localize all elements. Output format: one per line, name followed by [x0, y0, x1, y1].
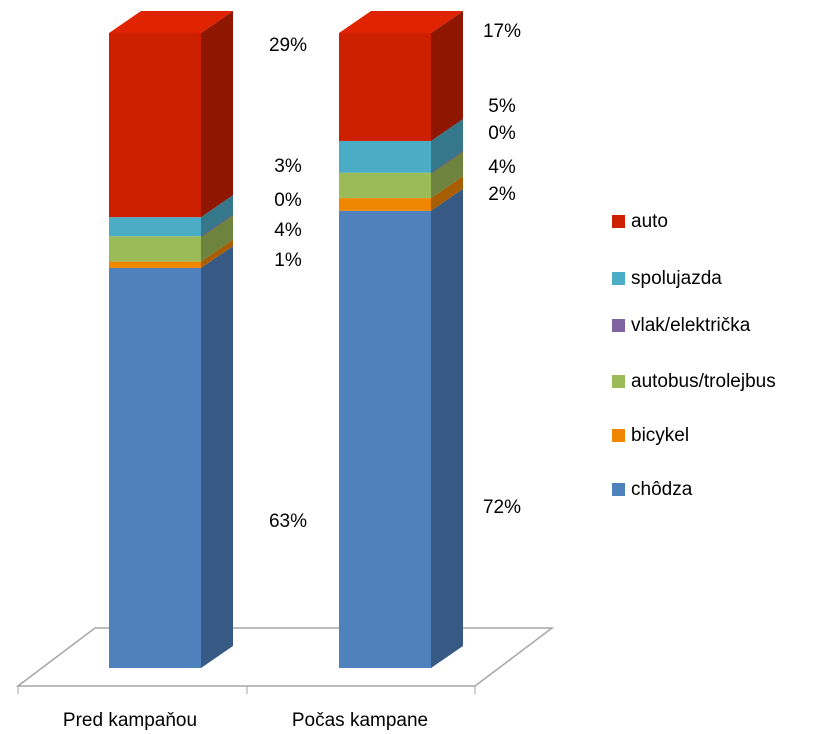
bar-front: [109, 236, 201, 262]
data-label: 3%: [274, 156, 302, 177]
bar-side: [201, 214, 233, 262]
bar-side: [431, 11, 463, 141]
bar-side: [201, 239, 233, 268]
bar-front: [339, 172, 431, 199]
data-label: 1%: [274, 250, 302, 271]
bar-side: [201, 195, 233, 237]
bar-front: [339, 210, 431, 669]
data-label: 4%: [274, 220, 302, 241]
bar-side: [431, 176, 463, 211]
data-label: 29%: [269, 35, 307, 56]
data-label: 5%: [488, 96, 516, 117]
legend-label: spolujazda: [631, 268, 722, 289]
legend-label: vlak/električka: [631, 315, 751, 336]
bar-top: [339, 11, 463, 33]
bar-side: [201, 11, 233, 218]
data-label: 4%: [488, 157, 516, 178]
bar-top: [109, 11, 233, 33]
data-label: 0%: [488, 123, 516, 144]
bar-front: [339, 140, 431, 173]
bar-front: [109, 217, 201, 237]
legend-swatch: [612, 375, 625, 388]
data-label: 2%: [488, 184, 516, 205]
data-label: 17%: [483, 21, 521, 42]
x-tick-label: Počas kampane: [292, 710, 428, 731]
legend-swatch: [612, 483, 625, 496]
legend-swatch: [612, 215, 625, 228]
x-tick-label: Pred kampaňou: [63, 710, 197, 731]
bar-side: [201, 245, 233, 668]
bar-side: [431, 118, 463, 173]
legend-swatch: [612, 429, 625, 442]
bar-side: [431, 150, 463, 199]
bar-front: [109, 33, 201, 218]
legend-label: auto: [631, 211, 668, 232]
bar-front: [339, 33, 431, 141]
legend-label: bicykel: [631, 425, 689, 446]
legend-label: chôdza: [631, 479, 693, 500]
legend-swatch: [612, 272, 625, 285]
data-label: 72%: [483, 497, 521, 518]
bar-front: [339, 198, 431, 211]
floor: [15, 627, 555, 687]
legend-swatch: [612, 319, 625, 332]
data-label: 63%: [269, 511, 307, 532]
data-label: 0%: [274, 190, 302, 211]
bar-front: [109, 261, 201, 268]
bar-side: [431, 188, 463, 669]
legend-label: autobus/trolejbus: [631, 371, 776, 392]
bar-front: [109, 267, 201, 668]
